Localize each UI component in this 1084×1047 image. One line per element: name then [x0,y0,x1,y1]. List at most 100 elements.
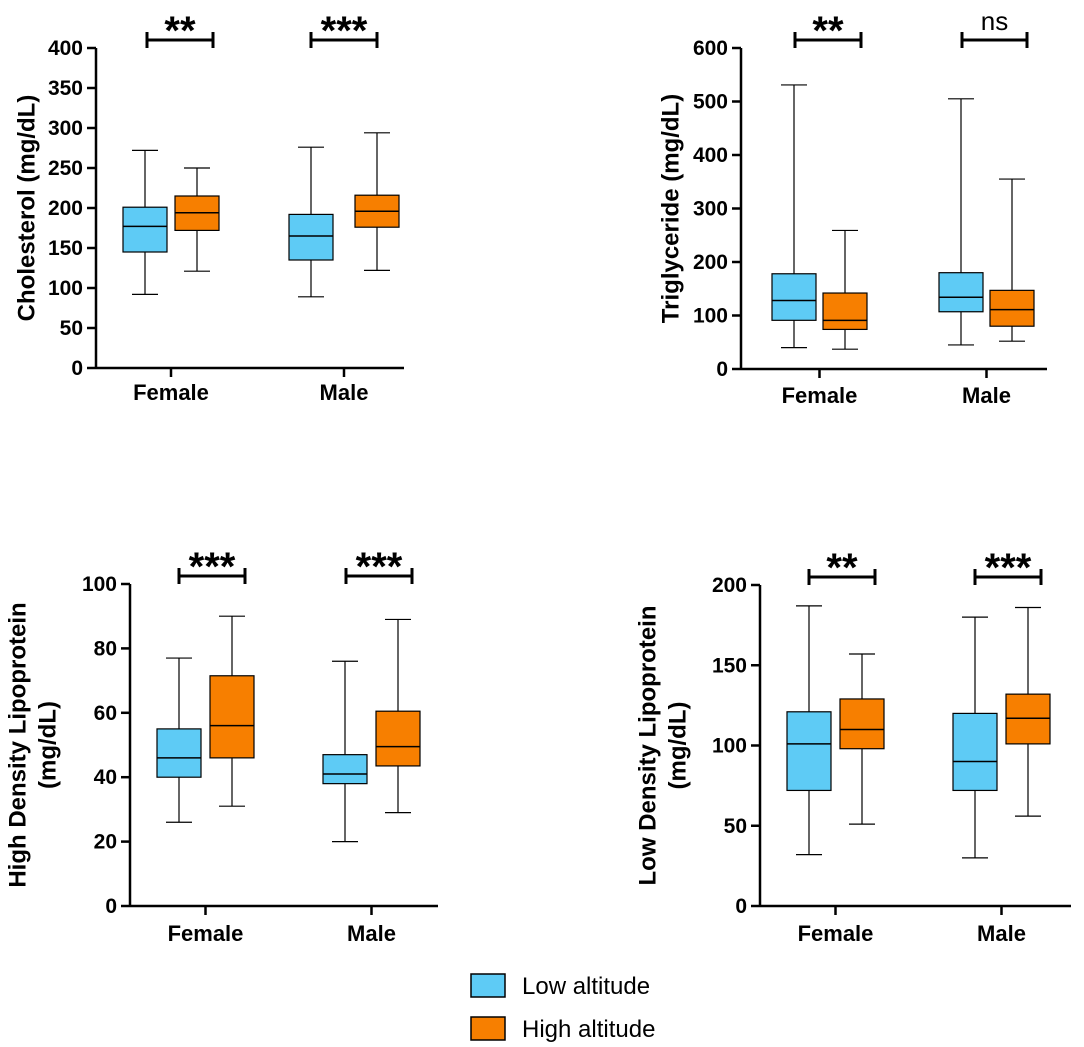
y-tick-label: 0 [105,895,117,918]
y-tick-label: 350 [48,77,83,100]
y-tick-label: 0 [716,358,728,381]
box-low-altitude-female[interactable] [771,84,817,349]
significance-bracket: ** [807,546,877,590]
box-high-altitude-female[interactable] [822,229,868,350]
significance-bracket: *** [973,546,1043,590]
x-category-label: Female [782,383,858,408]
box-iqr [156,728,202,778]
significance-bracket: *** [177,545,247,589]
y-tick-label: 400 [48,37,83,60]
significance-bracket: ns [960,6,1029,48]
box-iqr [322,754,368,785]
x-category-label: Male [962,383,1011,408]
y-axis-title: Triglyceride (mg/dL) [657,94,684,323]
significance-bracket: *** [344,545,414,589]
y-tick-label: 300 [693,198,728,221]
box-iqr [375,710,421,767]
y-tick-label: 250 [48,157,83,180]
y-tick-label: 200 [48,197,83,220]
y-tick-label: 0 [71,357,83,380]
panel-2: 0 100 200 300 400 500 600 Female Male Triglycerid… [657,6,1047,408]
box-high-altitude-female[interactable] [174,167,220,272]
legend-label-low-altitude: Low altitude [522,973,650,1000]
y-tick-label: 200 [712,574,747,597]
box-iqr [771,273,817,321]
legend-item-low-altitude[interactable]: Low altitude [470,973,650,1000]
y-tick-label: 40 [94,766,117,789]
legend: Low altitude High altitude [470,973,655,1043]
significance-bracket: *** [309,9,379,53]
legend-item-high-altitude[interactable]: High altitude [470,1016,655,1043]
y-tick-label: 500 [693,91,728,114]
y-tick-label: 300 [48,117,83,140]
y-tick-label: 100 [82,573,117,596]
y-axis-title: High Density Lipoprotein [4,602,31,887]
y-tick-label: 150 [712,654,747,677]
y-axis-title: (mg/dL) [34,701,61,789]
significance-label: *** [189,545,236,589]
box-high-altitude-male[interactable] [1005,606,1051,817]
significance-label: *** [356,545,403,589]
box-high-altitude-male[interactable] [989,178,1035,342]
box-high-altitude-female[interactable] [839,653,885,825]
box-iqr [938,272,984,313]
panel-1: 0 50 100 150 200 250 300 350 400 Female Male Choles… [13,9,404,405]
box-low-altitude-male[interactable] [322,660,368,843]
panel-3: 0 20 40 60 80 100 Female Male High Density Lipop… [4,545,438,946]
y-tick-label: 400 [693,144,728,167]
x-category-label: Female [798,921,874,946]
significance-label: *** [321,9,368,53]
y-tick-label: 100 [48,277,83,300]
x-category-label: Female [168,921,244,946]
y-tick-label: 600 [693,37,728,60]
y-axis-title: Low Density Lipoprotein [634,606,661,886]
y-tick-label: 100 [712,735,747,758]
y-tick-label: 50 [724,815,747,838]
box-iqr [839,698,885,750]
significance-label: *** [985,546,1032,590]
significance-label: ** [164,9,196,53]
significance-bracket: ** [145,9,215,53]
y-tick-label: 50 [60,317,83,340]
box-high-altitude-male[interactable] [354,132,400,271]
legend-label-high-altitude: High altitude [522,1016,655,1043]
significance-label: ** [826,546,858,590]
box-iqr [288,213,334,261]
box-low-altitude-female[interactable] [122,149,168,295]
box-low-altitude-female[interactable] [156,657,202,823]
box-low-altitude-female[interactable] [786,605,832,856]
box-iqr [952,712,998,792]
y-tick-label: 150 [48,237,83,260]
y-tick-label: 100 [693,305,728,328]
box-iqr [786,711,832,792]
y-tick-label: 60 [94,702,117,725]
panel-4: 0 50 100 150 200 Female Male Low Density Lipopr… [634,546,1071,946]
legend-swatch-high-altitude [470,1016,506,1041]
y-axis-title: (mg/dL) [664,702,691,790]
box-iqr [989,289,1035,327]
significance-label: ** [812,9,844,53]
box-low-altitude-male[interactable] [938,98,984,346]
x-category-label: Male [320,380,369,405]
box-high-altitude-male[interactable] [375,618,421,814]
box-iqr [822,292,868,331]
legend-swatch-low-altitude [470,973,506,998]
x-category-label: Male [977,921,1026,946]
x-category-label: Female [133,380,209,405]
y-tick-label: 20 [94,831,117,854]
box-iqr [209,675,255,759]
box-low-altitude-male[interactable] [952,616,998,859]
box-iqr [1005,693,1051,745]
box-high-altitude-female[interactable] [209,615,255,807]
significance-bracket: ** [793,9,863,53]
y-tick-label: 80 [94,637,117,660]
significance-label: ns [981,6,1008,36]
y-axis-title: Cholesterol (mg/dL) [13,95,40,322]
box-iqr [122,206,168,253]
box-low-altitude-male[interactable] [288,146,334,298]
y-tick-label: 200 [693,251,728,274]
x-category-label: Male [347,921,396,946]
y-tick-label: 0 [735,895,747,918]
